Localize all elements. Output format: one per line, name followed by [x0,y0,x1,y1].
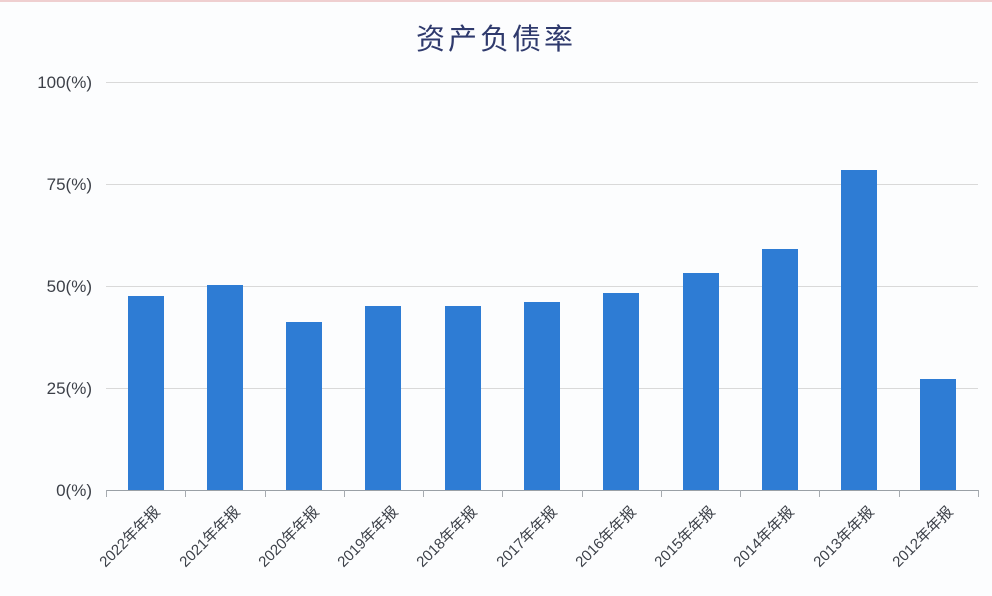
x-axis-tick-label: 2012年年报 [889,503,957,571]
bar-2022年年报[interactable] [128,296,164,490]
gridline [106,184,978,185]
y-axis-tick-label: 25(%) [46,379,92,398]
x-axis-tick [264,490,266,497]
x-axis-tick [185,490,187,497]
gridline [106,82,978,83]
bar-2015年年报[interactable] [683,273,719,490]
x-axis-tick-label: 2017年年报 [492,503,561,571]
x-axis-tick [819,490,821,497]
x-axis-tick-label: 2016年年报 [572,503,640,571]
bar-2019年年报[interactable] [365,306,401,490]
bar-2014年年报[interactable] [762,249,798,490]
bar-2016年年报[interactable] [603,293,639,490]
x-axis-tick [898,490,900,497]
x-axis-line [106,490,978,491]
bar-2013年年报[interactable] [841,170,877,490]
x-axis-tick-label: 2015年年报 [651,503,719,571]
x-axis-tick-label: 2013年年报 [809,503,878,571]
x-axis-tick [581,490,583,497]
bar-2018年年报[interactable] [445,306,481,490]
x-axis-tick [502,490,504,497]
gridline [106,286,978,287]
x-axis-tick-label: 2019年年报 [334,503,402,571]
x-axis-tick-label: 2018年年报 [413,503,482,571]
chart-title: 资产负债率 [415,24,576,56]
top-border-line [0,0,992,2]
x-axis-tick [423,490,425,497]
y-axis-tick-label: 100(%) [37,73,92,92]
x-axis-tick-label: 2021年年报 [175,503,244,571]
bar-2020年年报[interactable] [286,322,322,490]
x-axis-tick [106,490,107,497]
bar-2012年年报[interactable] [920,379,956,490]
x-axis-tick [740,490,742,497]
x-axis-tick [343,490,345,497]
x-axis-tick-label: 2022年年报 [96,503,164,571]
y-axis-tick-label: 50(%) [46,277,92,296]
x-axis-tick [978,490,979,497]
y-axis-tick-label: 75(%) [46,175,92,194]
bar-2021年年报[interactable] [207,285,243,490]
bar-2017年年报[interactable] [524,302,560,490]
x-axis-tick [660,490,662,497]
x-axis-tick-label: 2014年年报 [730,503,799,571]
y-axis-tick-label: 0(%) [56,481,92,500]
x-axis-tick-label: 2020年年报 [255,503,323,571]
